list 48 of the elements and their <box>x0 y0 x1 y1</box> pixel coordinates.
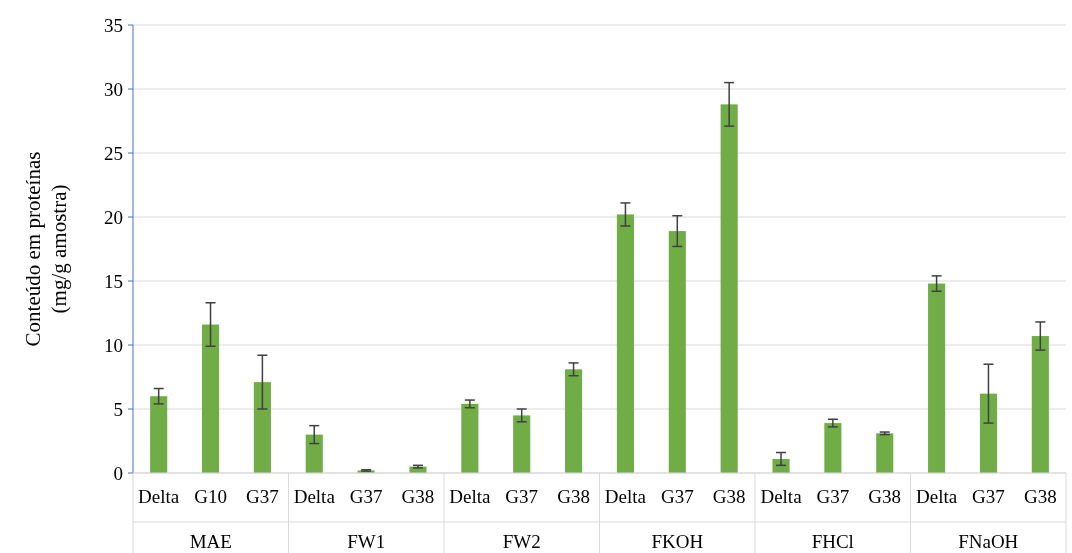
x-tick-label: Delta <box>604 486 647 507</box>
y-tick-label: 10 <box>104 334 123 356</box>
bar <box>565 369 583 473</box>
x-tick-label: G38 <box>401 486 435 507</box>
text: FHCl <box>811 531 854 552</box>
bar <box>201 324 220 473</box>
y-axis-title: Conteúdo em proteínas (mg/g amostra) <box>21 151 71 347</box>
bar <box>513 415 531 473</box>
x-tick-label: Delta <box>916 486 958 507</box>
bar <box>720 104 738 473</box>
x-tick-label: Delta <box>760 486 803 507</box>
y-tick-label: 20 <box>104 206 123 228</box>
x-tick-label: G37 <box>349 486 383 507</box>
y-tick-label: 30 <box>104 78 123 100</box>
x-tick-label: G37 <box>972 486 1005 507</box>
bar <box>1031 336 1049 473</box>
bar <box>305 434 323 473</box>
text: MAE <box>189 531 232 552</box>
y-tick-label: 15 <box>104 270 123 292</box>
x-tick-label: G38 <box>1023 486 1057 507</box>
y-tick-label: 5 <box>113 398 123 420</box>
text: FW1 <box>347 531 386 552</box>
x-tick-label: Delta <box>293 486 336 507</box>
text: FW2 <box>502 531 541 552</box>
bar <box>979 393 998 473</box>
text: FKOH <box>651 531 704 552</box>
x-tick-label: G37 <box>816 486 850 507</box>
x-tick-label: G38 <box>712 486 746 507</box>
x-tick-label: G37 <box>246 486 279 507</box>
x-tick-label: G37 <box>660 486 694 507</box>
bar <box>150 396 168 473</box>
x-tick-label: G38 <box>868 486 902 507</box>
y-tick-label: 35 <box>104 14 123 36</box>
bar <box>253 382 271 473</box>
bar <box>461 403 479 473</box>
x-tick-label: G10 <box>194 486 227 507</box>
y-tick-label: 0 <box>113 462 123 484</box>
y-tick-label: 25 <box>104 142 123 164</box>
text: FNaOH <box>958 531 1019 552</box>
bar <box>668 231 686 473</box>
bar <box>928 283 946 473</box>
x-tick-label: Delta <box>449 486 491 507</box>
x-tick-label: G37 <box>505 486 539 507</box>
bar <box>876 433 894 473</box>
bar <box>824 423 842 473</box>
x-tick-label: G38 <box>557 486 590 507</box>
bar <box>616 214 634 473</box>
x-tick-label: Delta <box>138 486 180 507</box>
